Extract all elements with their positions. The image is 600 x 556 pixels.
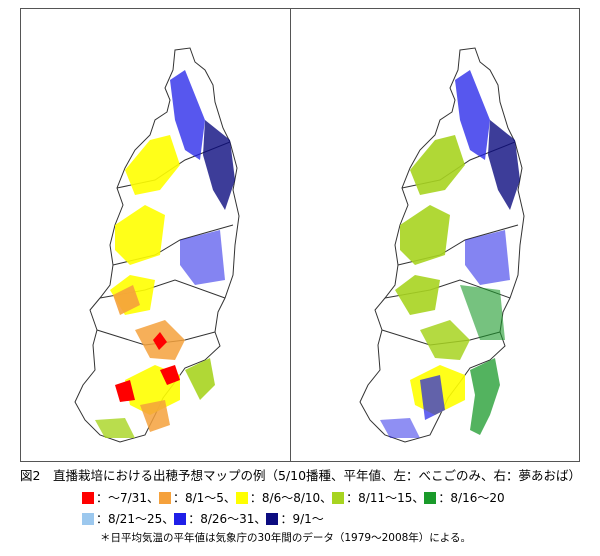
legend-label: ：8/16～20 <box>438 491 505 505</box>
heading-map-right-yumeaoba <box>359 47 525 443</box>
legend-label: ：8/11～15、 <box>346 491 425 505</box>
legend-label: ：8/26～31、 <box>188 512 267 526</box>
legend-label: ：8/21～25、 <box>96 512 175 526</box>
legend-item: ：8/21～25、 <box>82 510 174 527</box>
legend-item: ：8/1～5、 <box>158 489 236 506</box>
figure-caption: 図2 直播栽培における出穂予想マップの例（5/10播種、平年値、左：べこごのみ、… <box>20 468 582 483</box>
legend-item: ：8/11～15、 <box>332 489 424 506</box>
orange-square-icon <box>158 491 171 504</box>
green-square-icon <box>424 491 437 504</box>
legend-label: ：8/1～5、 <box>172 491 236 505</box>
blue-square-icon <box>174 512 187 525</box>
yellow-green-square-icon <box>332 491 345 504</box>
data-source-note: ＊日平均気温の平年値は気象庁の30年間のデータ（1979～2008年）による。 <box>100 532 471 544</box>
legend-item: ：8/16～20 <box>424 489 505 506</box>
legend-row-1: ：～7/31、 ：8/1～5、 ：8/6～8/10、 ：8/11～15、 ：8/16～2… <box>82 489 505 506</box>
light-blue-square-icon <box>82 512 94 525</box>
legend-label: ：9/1～ <box>280 512 324 526</box>
heading-map-left-bekogonomi <box>74 47 240 443</box>
legend-item: ：8/6～8/10、 <box>235 489 333 506</box>
red-square-icon <box>82 491 94 504</box>
legend-row-2: ：8/21～25、 ：8/26～31、 ：9/1～ <box>82 510 324 527</box>
yellow-square-icon <box>235 491 248 504</box>
legend-label: ：8/6～8/10、 <box>249 491 333 505</box>
heading-zones-right <box>380 70 520 438</box>
navy-square-icon <box>266 512 279 525</box>
maps-divider <box>290 8 291 462</box>
legend-label: ：～7/31、 <box>96 491 159 505</box>
heading-zones-left <box>95 70 235 438</box>
legend-item: ：～7/31、 <box>82 489 159 506</box>
legend-item: ：8/26～31、 <box>174 510 266 527</box>
maps-frame <box>20 8 580 462</box>
legend-item: ：9/1～ <box>266 510 324 527</box>
